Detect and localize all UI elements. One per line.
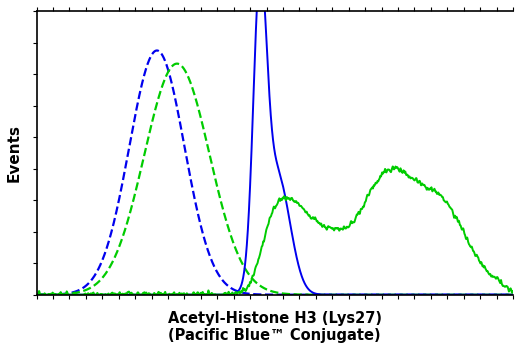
Y-axis label: Events: Events	[7, 124, 22, 182]
X-axis label: Acetyl-Histone H3 (Lys27)
(Pacific Blue™ Conjugate): Acetyl-Histone H3 (Lys27) (Pacific Blue™…	[168, 311, 382, 343]
